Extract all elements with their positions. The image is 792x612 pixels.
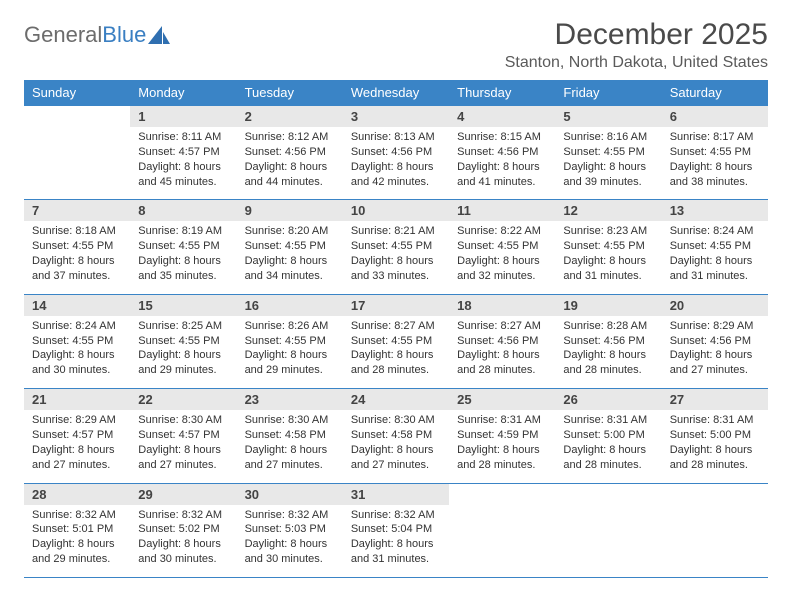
day-detail: Sunrise: 8:28 AMSunset: 4:56 PMDaylight:…: [555, 316, 661, 389]
day-detail: Sunrise: 8:31 AMSunset: 4:59 PMDaylight:…: [449, 410, 555, 483]
weekday-header: Wednesday: [343, 80, 449, 106]
day-detail: Sunrise: 8:26 AMSunset: 4:55 PMDaylight:…: [237, 316, 343, 389]
day-detail: Sunrise: 8:18 AMSunset: 4:55 PMDaylight:…: [24, 221, 130, 294]
day-number: 25: [449, 389, 555, 411]
day-detail: Sunrise: 8:32 AMSunset: 5:02 PMDaylight:…: [130, 505, 236, 578]
day-number: 22: [130, 389, 236, 411]
day-number: 12: [555, 200, 661, 222]
brand-part2: Blue: [102, 22, 146, 48]
weekday-header: Sunday: [24, 80, 130, 106]
day-number: 16: [237, 294, 343, 316]
day-detail: Sunrise: 8:31 AMSunset: 5:00 PMDaylight:…: [662, 410, 768, 483]
detail-row: Sunrise: 8:29 AMSunset: 4:57 PMDaylight:…: [24, 410, 768, 483]
day-number: 14: [24, 294, 130, 316]
header: GeneralBlue December 2025 Stanton, North…: [24, 18, 768, 72]
day-detail: [449, 505, 555, 578]
day-number: 18: [449, 294, 555, 316]
day-number: [24, 106, 130, 128]
brand-logo: GeneralBlue: [24, 18, 170, 48]
detail-row: Sunrise: 8:18 AMSunset: 4:55 PMDaylight:…: [24, 221, 768, 294]
detail-row: Sunrise: 8:32 AMSunset: 5:01 PMDaylight:…: [24, 505, 768, 578]
weekday-header: Thursday: [449, 80, 555, 106]
detail-row: Sunrise: 8:11 AMSunset: 4:57 PMDaylight:…: [24, 127, 768, 200]
day-number: 30: [237, 483, 343, 505]
logo-sail-icon: [148, 26, 170, 44]
day-detail: Sunrise: 8:27 AMSunset: 4:56 PMDaylight:…: [449, 316, 555, 389]
day-number: 19: [555, 294, 661, 316]
month-title: December 2025: [505, 18, 768, 52]
day-number: 21: [24, 389, 130, 411]
day-detail: Sunrise: 8:31 AMSunset: 5:00 PMDaylight:…: [555, 410, 661, 483]
day-number: 6: [662, 106, 768, 128]
daynum-row: 14151617181920: [24, 294, 768, 316]
day-number: 31: [343, 483, 449, 505]
day-detail: Sunrise: 8:30 AMSunset: 4:58 PMDaylight:…: [237, 410, 343, 483]
day-detail: Sunrise: 8:22 AMSunset: 4:55 PMDaylight:…: [449, 221, 555, 294]
day-number: 7: [24, 200, 130, 222]
day-number: 26: [555, 389, 661, 411]
day-number: 27: [662, 389, 768, 411]
day-detail: Sunrise: 8:27 AMSunset: 4:55 PMDaylight:…: [343, 316, 449, 389]
location-label: Stanton, North Dakota, United States: [505, 54, 768, 72]
daynum-row: 123456: [24, 106, 768, 128]
weekday-header: Friday: [555, 80, 661, 106]
calendar-head: SundayMondayTuesdayWednesdayThursdayFrid…: [24, 80, 768, 106]
day-detail: Sunrise: 8:32 AMSunset: 5:03 PMDaylight:…: [237, 505, 343, 578]
day-detail: [662, 505, 768, 578]
day-detail: Sunrise: 8:24 AMSunset: 4:55 PMDaylight:…: [24, 316, 130, 389]
day-number: 29: [130, 483, 236, 505]
day-detail: Sunrise: 8:13 AMSunset: 4:56 PMDaylight:…: [343, 127, 449, 200]
title-block: December 2025 Stanton, North Dakota, Uni…: [505, 18, 768, 72]
day-number: 28: [24, 483, 130, 505]
weekday-header: Tuesday: [237, 80, 343, 106]
day-detail: Sunrise: 8:21 AMSunset: 4:55 PMDaylight:…: [343, 221, 449, 294]
day-number: 1: [130, 106, 236, 128]
day-detail: Sunrise: 8:29 AMSunset: 4:56 PMDaylight:…: [662, 316, 768, 389]
brand-part1: General: [24, 22, 102, 48]
day-number: 24: [343, 389, 449, 411]
day-number: 3: [343, 106, 449, 128]
day-detail: Sunrise: 8:20 AMSunset: 4:55 PMDaylight:…: [237, 221, 343, 294]
calendar-table: SundayMondayTuesdayWednesdayThursdayFrid…: [24, 80, 768, 578]
day-detail: [24, 127, 130, 200]
day-number: 10: [343, 200, 449, 222]
day-number: 9: [237, 200, 343, 222]
day-number: 4: [449, 106, 555, 128]
daynum-row: 78910111213: [24, 200, 768, 222]
weekday-header: Saturday: [662, 80, 768, 106]
day-detail: Sunrise: 8:32 AMSunset: 5:04 PMDaylight:…: [343, 505, 449, 578]
day-detail: Sunrise: 8:29 AMSunset: 4:57 PMDaylight:…: [24, 410, 130, 483]
day-detail: Sunrise: 8:12 AMSunset: 4:56 PMDaylight:…: [237, 127, 343, 200]
day-detail: Sunrise: 8:23 AMSunset: 4:55 PMDaylight:…: [555, 221, 661, 294]
day-number: 11: [449, 200, 555, 222]
day-number: 2: [237, 106, 343, 128]
weekday-header: Monday: [130, 80, 236, 106]
day-number: 17: [343, 294, 449, 316]
detail-row: Sunrise: 8:24 AMSunset: 4:55 PMDaylight:…: [24, 316, 768, 389]
day-detail: Sunrise: 8:15 AMSunset: 4:56 PMDaylight:…: [449, 127, 555, 200]
daynum-row: 21222324252627: [24, 389, 768, 411]
day-detail: Sunrise: 8:19 AMSunset: 4:55 PMDaylight:…: [130, 221, 236, 294]
day-detail: [555, 505, 661, 578]
day-number: 20: [662, 294, 768, 316]
day-detail: Sunrise: 8:32 AMSunset: 5:01 PMDaylight:…: [24, 505, 130, 578]
day-number: 5: [555, 106, 661, 128]
day-detail: Sunrise: 8:17 AMSunset: 4:55 PMDaylight:…: [662, 127, 768, 200]
day-detail: Sunrise: 8:16 AMSunset: 4:55 PMDaylight:…: [555, 127, 661, 200]
day-detail: Sunrise: 8:30 AMSunset: 4:58 PMDaylight:…: [343, 410, 449, 483]
day-detail: Sunrise: 8:30 AMSunset: 4:57 PMDaylight:…: [130, 410, 236, 483]
day-detail: Sunrise: 8:25 AMSunset: 4:55 PMDaylight:…: [130, 316, 236, 389]
day-number: 13: [662, 200, 768, 222]
day-number: [449, 483, 555, 505]
calendar-body: 123456Sunrise: 8:11 AMSunset: 4:57 PMDay…: [24, 106, 768, 578]
day-detail: Sunrise: 8:24 AMSunset: 4:55 PMDaylight:…: [662, 221, 768, 294]
day-number: 8: [130, 200, 236, 222]
daynum-row: 28293031: [24, 483, 768, 505]
day-number: [555, 483, 661, 505]
day-number: 15: [130, 294, 236, 316]
day-number: [662, 483, 768, 505]
day-detail: Sunrise: 8:11 AMSunset: 4:57 PMDaylight:…: [130, 127, 236, 200]
day-number: 23: [237, 389, 343, 411]
